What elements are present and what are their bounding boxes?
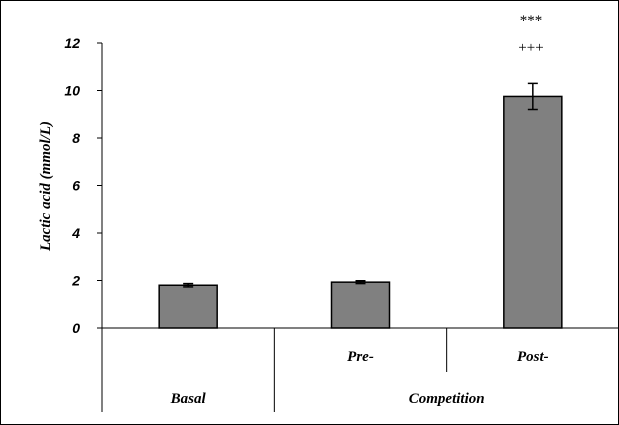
bars (159, 83, 562, 328)
y-tick-label: 6 (72, 178, 80, 194)
y-tick-label: 8 (72, 130, 80, 146)
bar (159, 285, 217, 328)
y-axis-label: Lactic acid (mmol/L) (38, 121, 54, 252)
category-axis: Pre- Post- Basal Competition (170, 328, 549, 412)
bar (504, 96, 562, 328)
significance-annotation-1: *** (520, 13, 543, 29)
category-label: Basal (170, 391, 207, 407)
y-tick-label: 0 (72, 320, 80, 336)
group-label: Competition (409, 391, 485, 407)
y-tick-label: 2 (71, 273, 80, 289)
y-tick-label: 4 (71, 225, 80, 241)
category-label: Pre- (347, 349, 374, 365)
category-label: Post- (517, 349, 549, 365)
bar (332, 282, 390, 328)
significance-annotation-2: +++ (518, 40, 543, 56)
y-tick-label: 10 (64, 83, 80, 99)
y-tick-label: 12 (64, 35, 80, 51)
